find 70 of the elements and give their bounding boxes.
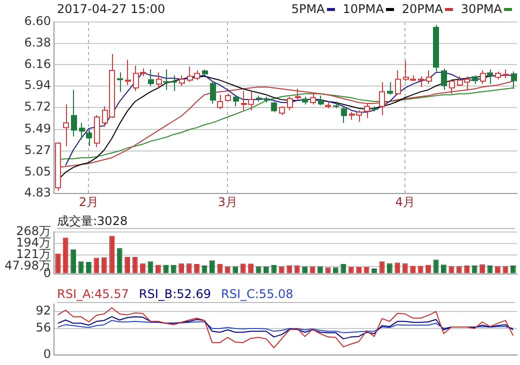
y-tick-label: 56 [36,320,51,335]
candlestick [86,129,92,147]
legend-label: 5PMA [291,2,325,16]
y-tick-label: 4.83 [24,186,51,200]
bar [109,236,115,274]
candlestick [117,72,124,92]
candlestick [256,95,262,102]
candlestick [341,106,348,124]
bar [209,260,215,274]
bar [194,264,200,274]
y-tick-label: 6.38 [24,35,51,50]
candlestick [71,89,78,137]
candlestick [487,69,494,85]
bar [86,262,92,274]
bar [402,263,408,274]
y-tick-label: 6.16 [24,56,51,71]
bar [240,264,246,274]
y-tick-label: 92 [36,304,51,318]
candlestick [171,74,178,92]
candlestick [511,70,518,90]
text: RSI_C:55.08 [221,287,294,302]
text: 成交量:3028 [57,213,128,228]
x-tick-label: 4月 [395,194,415,209]
text: RSI_B:52.69 [138,287,212,302]
bar [94,258,100,274]
candlestick [271,101,278,113]
candlestick [202,69,208,76]
y-tick-label: 5.27 [24,143,51,158]
candlestick [333,101,340,109]
y-tick-label: 194万 [16,236,51,250]
legend-label: 10PMA [342,2,384,16]
candlestick [233,94,240,107]
bar [340,264,346,274]
y-tick-label: 0 [43,346,51,361]
y-tick-label: 5.94 [24,78,51,92]
candlestick [433,24,440,72]
bar [70,249,76,274]
y-tick-label: 6.60 [24,14,51,28]
candlestick [264,96,270,103]
candlestick [441,68,448,90]
candlestick [163,69,170,90]
text: RSI_A:45.57 [57,287,129,302]
chart-title: 2017-04-27 15:00 [57,2,166,16]
bar [248,264,254,274]
y-tick-label: 5.72 [24,99,51,114]
bar [480,264,485,274]
bar [116,248,122,274]
bar [55,254,61,274]
y-tick-label: 5.05 [24,164,51,178]
y-tick-label: 5.49 [24,122,51,136]
y-tick-label: 268万 [16,224,51,238]
candlestick [472,74,478,85]
candlestick [148,69,154,86]
candlestick [302,96,308,105]
bar [178,263,184,274]
bar [394,262,400,274]
candlestick [318,95,324,106]
bar [386,263,392,274]
y-tick-label: 121万 [16,247,51,262]
bar [101,257,107,274]
bar [124,256,130,274]
legend-label: 30PMA [460,2,502,16]
candlestick [79,122,86,140]
x-tick-label: 3月 [218,194,238,209]
bar [140,263,146,274]
legend-label: 20PMA [402,2,443,16]
x-tick-label: 2月 [78,194,99,209]
bar [62,238,68,274]
candlestick [210,80,216,104]
bar [217,264,223,274]
